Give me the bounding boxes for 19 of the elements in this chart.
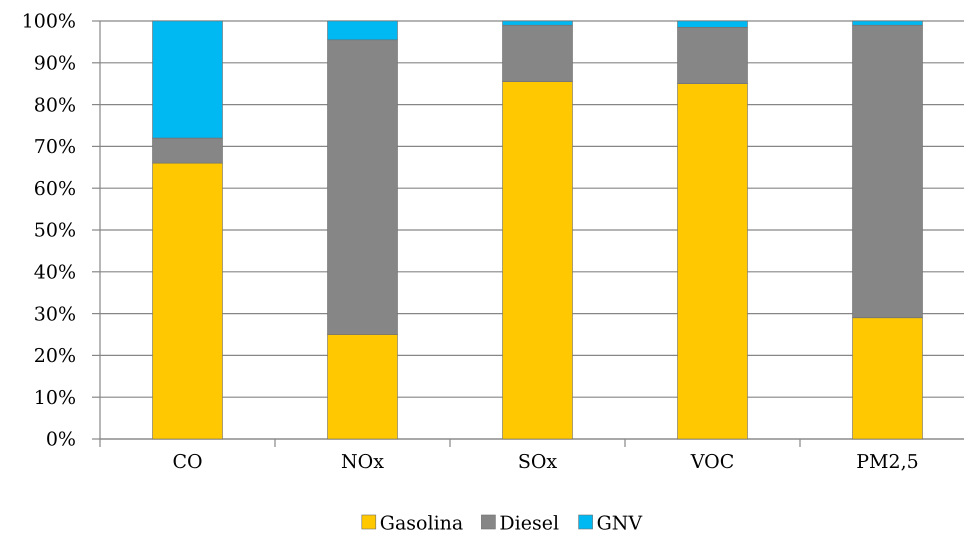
- y-tick-label: 80%: [34, 94, 76, 116]
- y-tick-label: 50%: [34, 220, 76, 242]
- legend-label: GNV: [596, 512, 642, 535]
- y-tick-label: 90%: [34, 52, 76, 74]
- legend-label: Gasolina: [380, 512, 464, 535]
- y-tick-label: 30%: [34, 303, 76, 326]
- legend-label: Diesel: [499, 512, 560, 535]
- y-tick-label: 40%: [34, 261, 76, 284]
- x-tick-label: PM2,5: [856, 451, 919, 473]
- y-tick-label: 100%: [22, 10, 76, 33]
- x-tick-label: VOC: [690, 451, 734, 473]
- x-tick-label: CO: [172, 451, 203, 473]
- y-tick-label: 60%: [34, 178, 76, 200]
- y-tick-label: 70%: [34, 136, 76, 158]
- y-tick-label: 0%: [46, 428, 76, 451]
- x-tick-label: SOx: [518, 451, 558, 473]
- y-tick-label: 10%: [34, 386, 76, 409]
- x-tick-label: NOx: [341, 451, 384, 473]
- y-tick-label: 20%: [34, 345, 76, 368]
